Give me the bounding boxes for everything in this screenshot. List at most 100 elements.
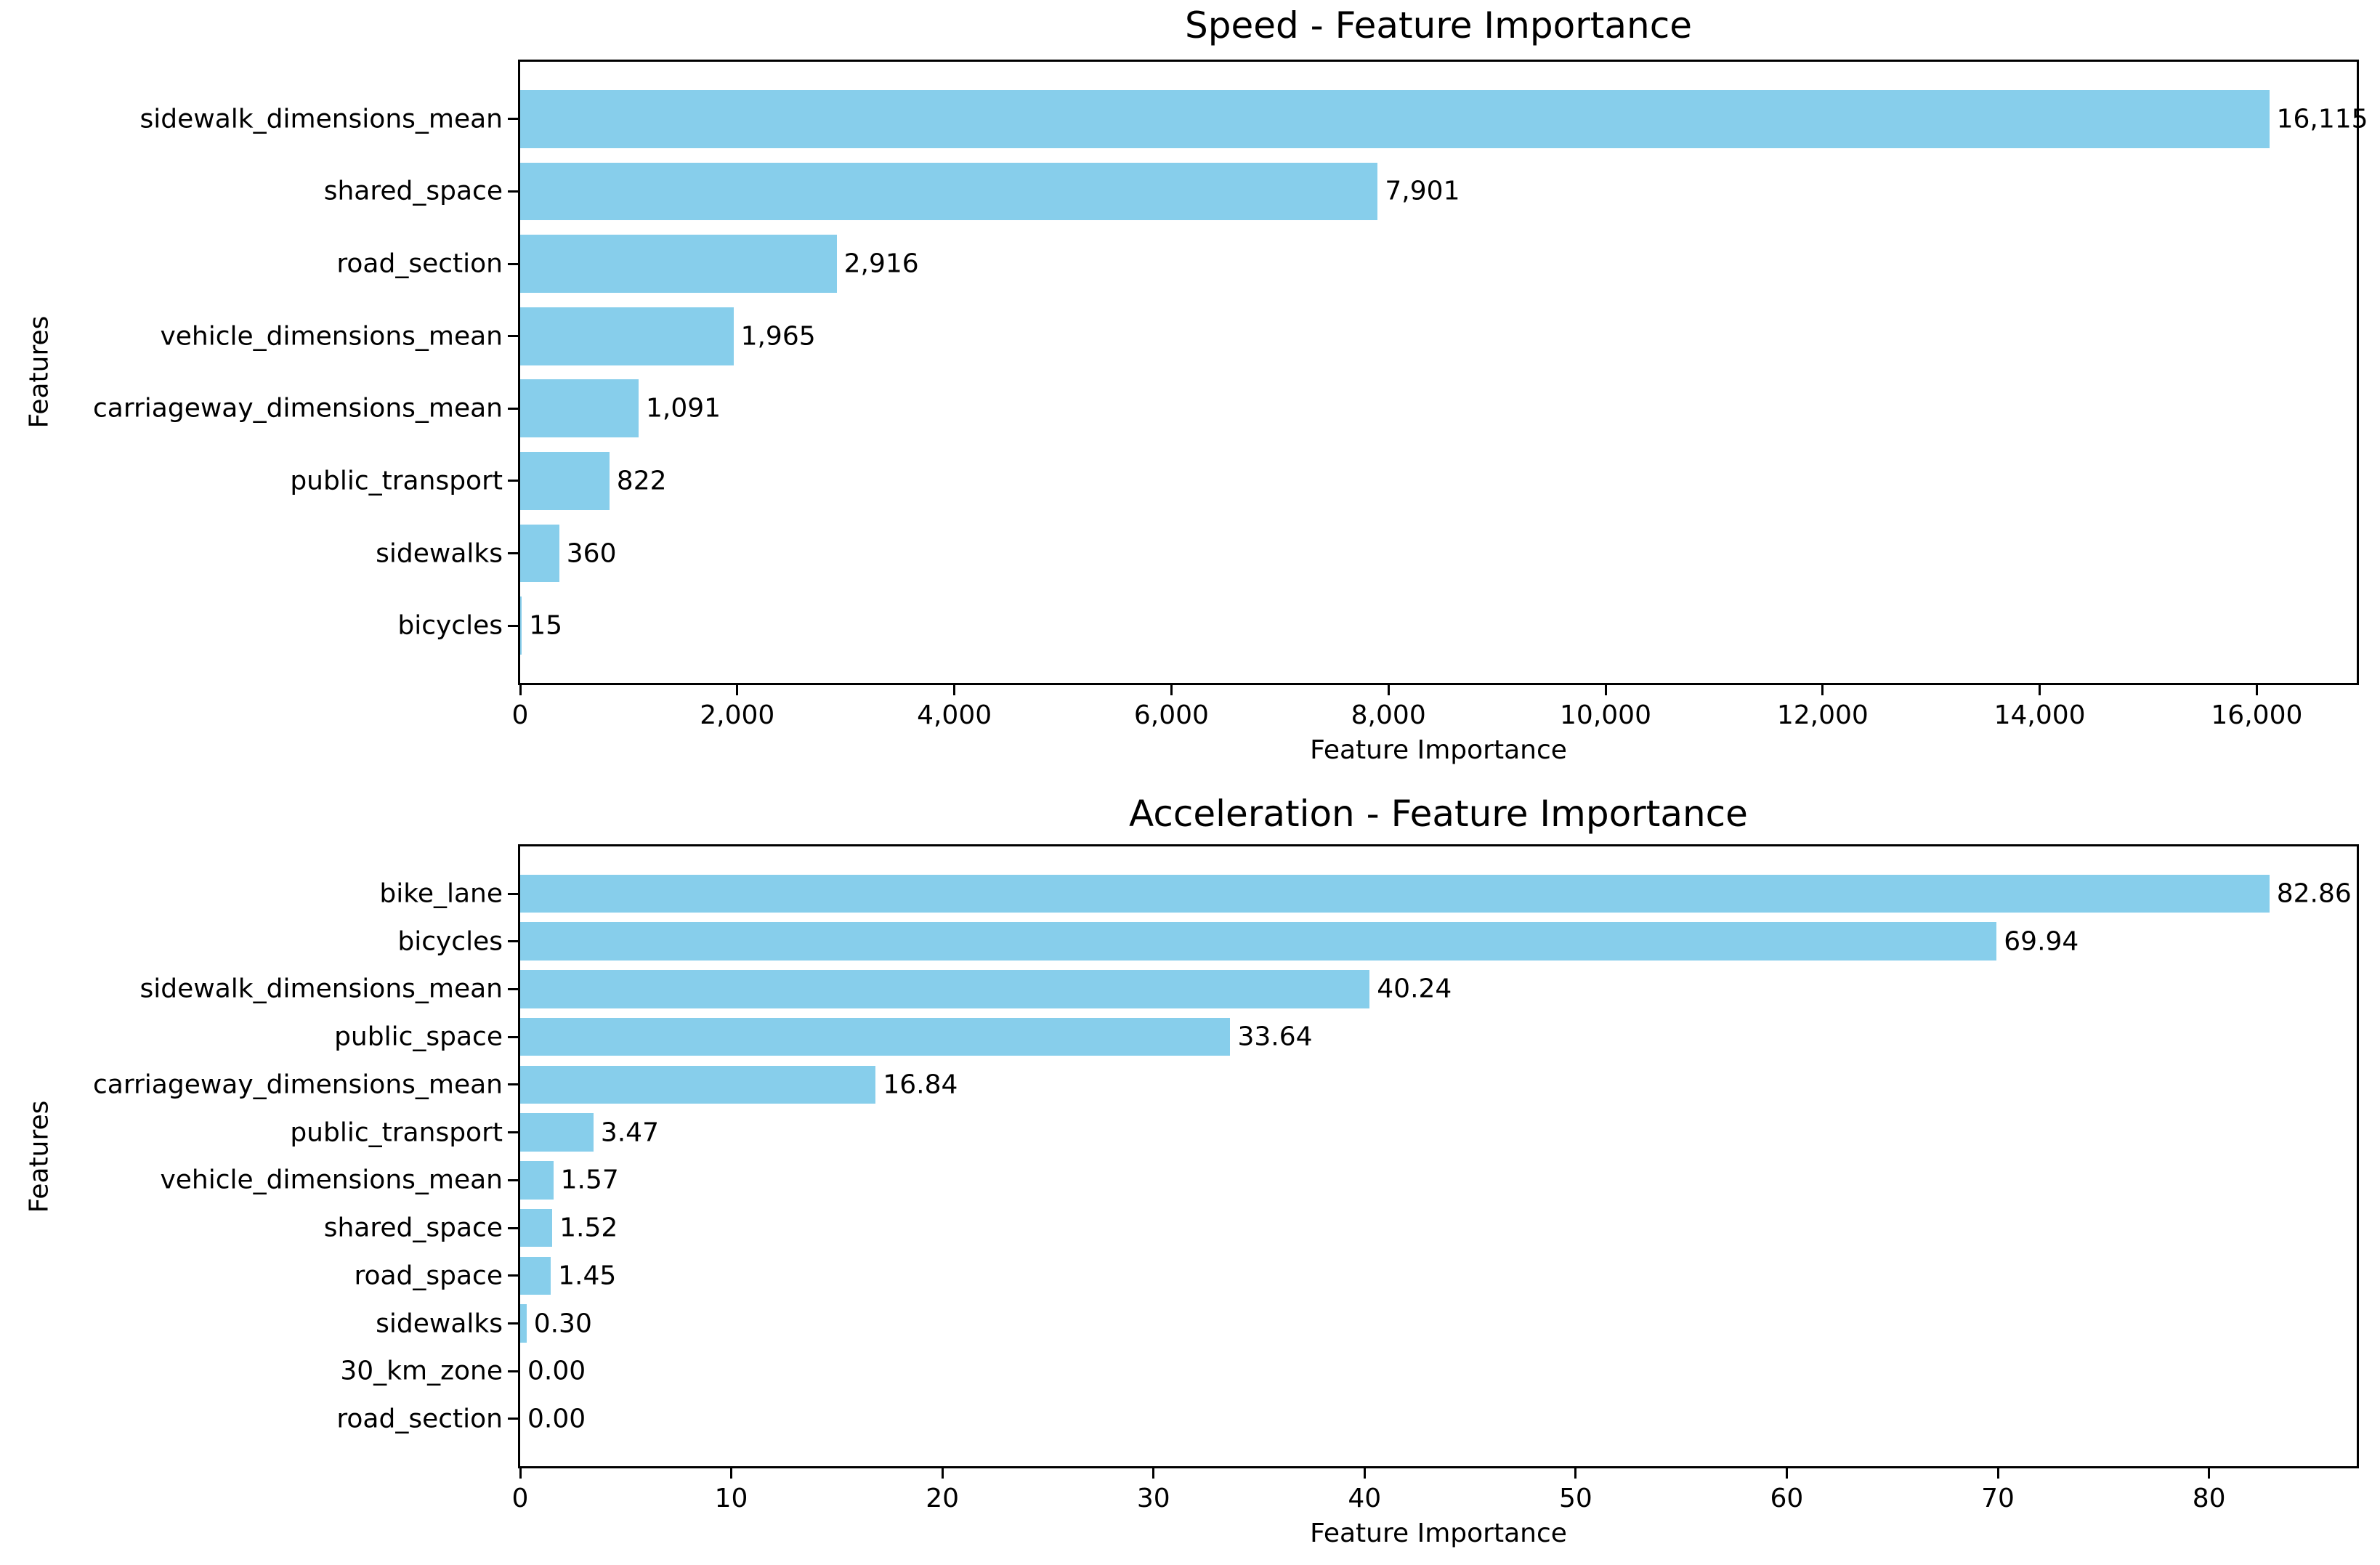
x-tick-mark [2255, 685, 2258, 695]
y-tick-mark [508, 987, 518, 990]
bar-road_section [520, 235, 837, 293]
bar-value-label: 2,916 [843, 248, 919, 279]
speed-x-axis-label: Feature Importance [1310, 735, 1567, 765]
category-label-road_section: road_section [336, 248, 503, 279]
x-tick-mark [1996, 1468, 1999, 1479]
x-tick-label: 20 [926, 1484, 960, 1513]
category-label-bicycles: bicycles [397, 926, 503, 957]
x-tick-mark [1604, 685, 1607, 695]
category-label-carriageway_dimensions_mean: carriageway_dimensions_mean [92, 393, 503, 424]
x-tick-label: 16,000 [2211, 700, 2303, 730]
x-tick-label: 10 [714, 1484, 748, 1513]
bar-sidewalk_dimensions_mean [520, 970, 1370, 1008]
bar-carriageway_dimensions_mean [520, 1065, 876, 1104]
x-tick-mark [519, 685, 522, 695]
x-tick-mark [1785, 1468, 1788, 1479]
y-tick-mark [508, 1322, 518, 1325]
category-label-vehicle_dimensions_mean: vehicle_dimensions_mean [160, 1165, 503, 1195]
bar-public_transport [520, 1113, 594, 1152]
category-label-30_km_zone: 30_km_zone [340, 1356, 503, 1386]
x-tick-mark [2039, 685, 2041, 695]
category-label-vehicle_dimensions_mean: vehicle_dimensions_mean [160, 321, 503, 352]
speed-plot-area: sidewalk_dimensions_mean 16,115 shared_spa… [93, 60, 2368, 730]
x-tick-mark [1363, 1468, 1366, 1479]
bar-vehicle_dimensions_mean [520, 307, 734, 365]
x-tick-mark [1574, 1468, 1577, 1479]
x-tick-mark [519, 1468, 522, 1479]
x-tick-mark [2208, 1468, 2211, 1479]
x-tick-label: 0 [511, 1484, 529, 1513]
bar-value-label: 33.64 [1237, 1022, 1313, 1052]
bar-shared_space [520, 1208, 553, 1247]
y-tick-mark [508, 892, 518, 895]
bar-bicycles [520, 922, 1997, 961]
x-tick-mark [730, 1468, 733, 1479]
x-tick-mark [1387, 685, 1390, 695]
x-tick-label: 0 [511, 700, 529, 730]
bar-vehicle_dimensions_mean [520, 1161, 554, 1200]
bar-public_space [520, 1017, 1231, 1056]
bar-sidewalks [520, 524, 559, 583]
x-tick-mark [953, 685, 956, 695]
acceleration-chart-title: Acceleration - Feature Importance [1129, 793, 1748, 835]
category-label-road_space: road_space [354, 1261, 503, 1291]
bar-value-label: 360 [566, 538, 617, 569]
bar-value-label: 0.00 [527, 1404, 586, 1434]
x-tick-label: 30 [1136, 1484, 1170, 1513]
bar-value-label: 82.86 [2276, 878, 2352, 909]
x-tick-label: 50 [1558, 1484, 1592, 1513]
y-tick-mark [508, 1178, 518, 1181]
bar-value-label: 0.00 [527, 1356, 586, 1386]
x-tick-label: 14,000 [1994, 700, 2086, 730]
bar-value-label: 16,115 [2276, 104, 2368, 134]
x-tick-label: 10,000 [1560, 700, 1651, 730]
y-tick-mark [508, 407, 518, 410]
category-label-shared_space: shared_space [323, 1213, 503, 1243]
x-tick-label: 70 [1981, 1484, 2015, 1513]
acceleration-y-axis-label: Features [24, 1100, 54, 1213]
bar-value-label: 69.94 [2004, 926, 2079, 957]
y-tick-mark [508, 480, 518, 482]
category-label-bicycles: bicycles [397, 610, 503, 641]
bar-sidewalk_dimensions_mean [520, 89, 2270, 148]
category-label-shared_space: shared_space [323, 176, 503, 206]
y-tick-mark [508, 1131, 518, 1134]
y-tick-mark [508, 624, 518, 627]
bar-value-label: 1,091 [645, 393, 721, 424]
y-tick-mark [508, 1035, 518, 1038]
y-tick-mark [508, 1274, 518, 1277]
bar-value-label: 16.84 [883, 1069, 958, 1100]
x-tick-mark [1152, 1468, 1155, 1479]
bar-value-label: 1.52 [559, 1213, 618, 1243]
y-tick-mark [508, 940, 518, 943]
category-label-public_space: public_space [334, 1022, 503, 1052]
y-tick-mark [508, 552, 518, 555]
category-label-sidewalk_dimensions_mean: sidewalk_dimensions_mean [139, 104, 503, 134]
bar-value-label: 1.45 [558, 1261, 617, 1291]
acceleration-plot-area: bike_lane 82.86 bicycles 69.94 sidewalk_dime… [93, 844, 2359, 1513]
y-tick-mark [508, 1226, 518, 1229]
category-label-sidewalks: sidewalks [376, 1309, 503, 1338]
speed-y-axis-label: Features [24, 315, 54, 429]
y-tick-mark [508, 1083, 518, 1086]
bar-value-label: 7,901 [1385, 176, 1460, 206]
bar-value-label: 3.47 [600, 1117, 659, 1148]
category-label-public_transport: public_transport [290, 466, 503, 496]
bar-bike_lane [520, 874, 2270, 913]
x-tick-label: 4,000 [917, 700, 992, 730]
x-tick-label: 12,000 [1776, 700, 1869, 730]
x-tick-mark [941, 1468, 944, 1479]
x-tick-mark [736, 685, 739, 695]
bar-value-label: 822 [616, 466, 667, 496]
category-label-bike_lane: bike_lane [379, 878, 503, 909]
category-label-carriageway_dimensions_mean: carriageway_dimensions_mean [92, 1069, 503, 1100]
x-tick-mark [1170, 685, 1173, 695]
bar-road_space [520, 1256, 551, 1295]
y-tick-mark [508, 262, 518, 265]
category-label-public_transport: public_transport [290, 1117, 503, 1148]
bar-shared_space [520, 162, 1378, 221]
bar-carriageway_dimensions_mean [520, 379, 639, 438]
y-tick-mark [508, 118, 518, 121]
speed-chart-title: Speed - Feature Importance [1185, 4, 1692, 46]
